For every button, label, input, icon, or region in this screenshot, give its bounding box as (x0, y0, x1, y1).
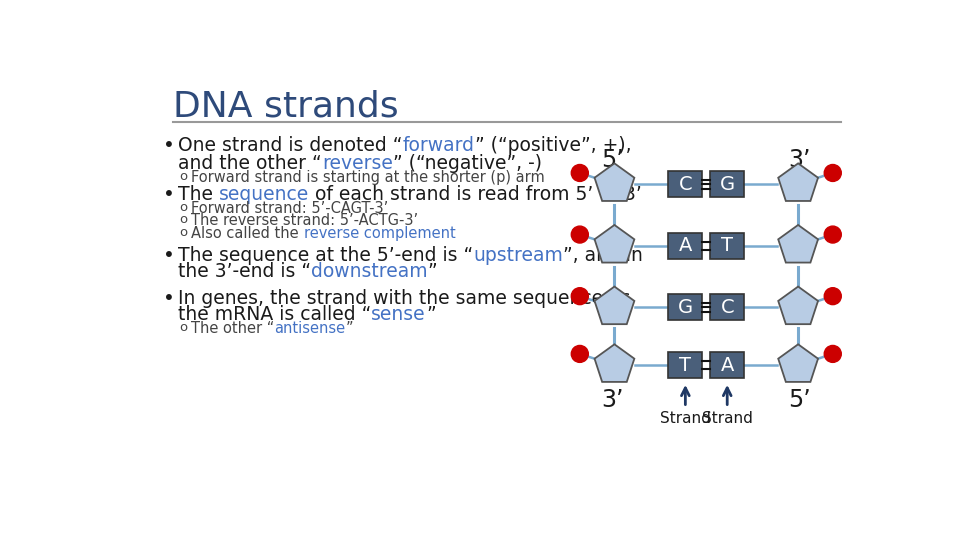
Text: The other “: The other “ (191, 321, 275, 336)
Text: Also called the: Also called the (191, 226, 303, 241)
Text: forward: forward (402, 136, 474, 154)
Text: reverse: reverse (322, 153, 393, 172)
Text: The: The (179, 185, 219, 204)
Text: •: • (163, 136, 176, 154)
Text: sequence: sequence (219, 185, 309, 204)
Text: 3’: 3’ (602, 388, 624, 412)
Text: The reverse strand: 5’-ACTG-3’: The reverse strand: 5’-ACTG-3’ (191, 213, 419, 228)
Text: o: o (180, 201, 188, 214)
FancyBboxPatch shape (710, 171, 744, 197)
Text: sense: sense (372, 305, 426, 324)
FancyBboxPatch shape (668, 171, 703, 197)
Text: o: o (180, 226, 188, 239)
Polygon shape (779, 225, 818, 262)
Polygon shape (594, 164, 635, 201)
Circle shape (825, 346, 841, 362)
Text: ”: ” (346, 321, 353, 336)
FancyBboxPatch shape (668, 294, 703, 320)
Text: antisense: antisense (275, 321, 346, 336)
Text: •: • (163, 246, 176, 265)
FancyBboxPatch shape (668, 352, 703, 378)
Text: C: C (679, 174, 692, 194)
FancyBboxPatch shape (710, 294, 744, 320)
Text: upstream: upstream (473, 246, 564, 265)
Circle shape (571, 346, 588, 362)
Text: DNA strands: DNA strands (173, 90, 398, 124)
Text: Strand: Strand (660, 411, 710, 426)
Text: the mRNA is called “: the mRNA is called “ (179, 305, 372, 324)
Polygon shape (779, 287, 818, 324)
FancyBboxPatch shape (710, 233, 744, 259)
Circle shape (571, 226, 588, 243)
FancyBboxPatch shape (710, 352, 744, 378)
Text: T: T (721, 237, 733, 255)
Polygon shape (779, 345, 818, 382)
Text: Forward strand is starting at the shorter (p) arm: Forward strand is starting at the shorte… (191, 170, 545, 185)
Text: ” (“positive”, +),: ” (“positive”, +), (474, 136, 631, 154)
Text: 5’: 5’ (788, 388, 811, 412)
Polygon shape (594, 345, 635, 382)
Text: T: T (680, 356, 691, 375)
Text: downstream: downstream (311, 262, 428, 281)
Circle shape (825, 226, 841, 243)
Text: the 3’-end is “: the 3’-end is “ (179, 262, 311, 281)
Polygon shape (594, 225, 635, 262)
Text: •: • (163, 185, 176, 204)
Text: 3’: 3’ (788, 148, 811, 172)
Text: ” (“negative”, -): ” (“negative”, -) (393, 153, 541, 172)
Text: •: • (163, 289, 176, 308)
Circle shape (825, 288, 841, 305)
Text: reverse complement: reverse complement (303, 226, 455, 241)
Text: G: G (720, 174, 734, 194)
Text: A: A (679, 237, 692, 255)
Text: A: A (721, 356, 733, 375)
Text: C: C (720, 298, 734, 317)
FancyBboxPatch shape (668, 233, 703, 259)
Text: o: o (180, 213, 188, 226)
Circle shape (571, 165, 588, 181)
Circle shape (825, 165, 841, 181)
Text: In genes, the strand with the same sequence as: In genes, the strand with the same seque… (179, 289, 631, 308)
Text: ”: ” (428, 262, 438, 281)
Text: o: o (180, 170, 188, 183)
Text: The sequence at the 5’-end is “: The sequence at the 5’-end is “ (179, 246, 473, 265)
Text: Strand: Strand (702, 411, 753, 426)
Text: Forward strand: 5’-CAGT-3’: Forward strand: 5’-CAGT-3’ (191, 201, 389, 216)
Text: and the other “: and the other “ (179, 153, 322, 172)
Polygon shape (779, 164, 818, 201)
Circle shape (571, 288, 588, 305)
Polygon shape (594, 287, 635, 324)
Text: o: o (180, 321, 188, 334)
Text: One strand is denoted “: One strand is denoted “ (179, 136, 402, 154)
Text: ”: ” (426, 305, 436, 324)
Text: 5’: 5’ (602, 148, 624, 172)
Text: of each strand is read from 5’ to 3’: of each strand is read from 5’ to 3’ (309, 185, 642, 204)
Text: G: G (678, 298, 693, 317)
Text: ”, and in: ”, and in (564, 246, 643, 265)
